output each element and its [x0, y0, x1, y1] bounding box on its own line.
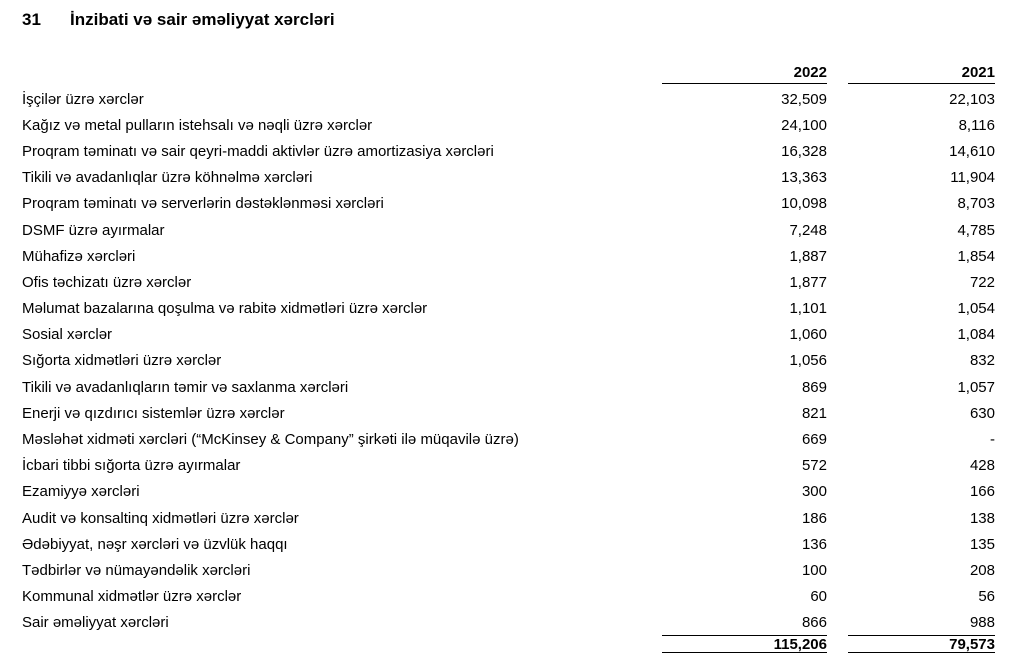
row-value-2021: 14,610: [949, 142, 995, 160]
row-value-2021: 8,703: [957, 195, 995, 213]
column-header-2022: 2022: [662, 64, 827, 84]
row-value-2021: 8,116: [958, 116, 995, 134]
table-row: Sığorta xidmətləri üzrə xərclər 1,056 832: [22, 348, 995, 374]
row-label: Proqram təminatı və sair qeyri-maddi akt…: [22, 142, 494, 160]
row-value-2022: 100: [801, 561, 827, 579]
table-row: Sosial xərclər 1,060 1,084: [22, 322, 995, 348]
page-title: İnzibati və sair əməliyyat xərcləri: [70, 10, 335, 29]
row-value-2022: 24,100: [781, 116, 827, 134]
table-row: Sair əməliyyat xərcləri 866 988: [22, 610, 995, 636]
section-heading: 31 İnzibati və sair əməliyyat xərcləri: [22, 10, 995, 30]
row-label: Tədbirlər və nümayəndəlik xərcləri: [22, 561, 251, 579]
row-value-2021: 630: [969, 404, 995, 422]
row-value-2021: 138: [969, 509, 995, 527]
row-value-2021: 166: [969, 483, 995, 501]
row-value-2022: 869: [801, 378, 827, 396]
row-value-2022: 300: [801, 483, 827, 501]
table-row: Proqram təminatı və sair qeyri-maddi akt…: [22, 138, 995, 164]
row-label: Sosial xərclər: [22, 326, 113, 344]
row-label: Ədəbiyyat, nəşr xərcləri və üzvlük haqqı: [22, 535, 288, 553]
row-label: İşçilər üzrə xərclər: [22, 90, 144, 108]
row-value-2022: 1,887: [789, 247, 827, 265]
row-value-2021: 208: [969, 561, 995, 579]
table-total-row: 115,206 79,573: [22, 635, 995, 653]
table-row: İcbari tibbi sığorta üzrə ayırmalar 572 42…: [22, 453, 995, 479]
table-row: Audit və konsaltinq xidmətləri üzrə xərc…: [22, 505, 995, 531]
table-row: Kağız və metal pulların istehsalı və nəq…: [22, 112, 995, 138]
row-label: Ezamiyyə xərcləri: [22, 483, 140, 501]
table-row: Tədbirlər və nümayəndəlik xərcləri 100 208: [22, 557, 995, 583]
row-value-2022: 10,098: [781, 195, 827, 213]
section-number: 31: [22, 10, 41, 29]
row-value-2021: 1,054: [957, 300, 995, 318]
row-label: Kommunal xidmətlər üzrə xərclər: [22, 588, 242, 606]
expenses-table: 2022 2021 İşçilər üzrə xərclər 32,509 22,1…: [22, 58, 995, 653]
column-header-2021: 2021: [848, 64, 995, 84]
row-value-2021: 1,854: [957, 247, 995, 265]
row-value-2021: 4,785: [957, 221, 995, 239]
row-label: Tikili və avadanlıqların təmir və saxlan…: [22, 378, 349, 396]
row-label: Mühafizə xərcləri: [22, 247, 136, 265]
row-value-2021: 832: [969, 352, 995, 370]
table-row: Tikili və avadanlıqlar üzrə köhnəlmə xər…: [22, 165, 995, 191]
table-row: Ofis təchizatı üzrə xərclər 1,877 722: [22, 269, 995, 295]
row-value-2022: 572: [801, 457, 827, 475]
row-label: Audit və konsaltinq xidmətləri üzrə xərc…: [22, 509, 299, 527]
row-value-2021: 11,904: [950, 169, 995, 187]
table-row: Ədəbiyyat, nəşr xərcləri və üzvlük haqqı…: [22, 531, 995, 557]
row-label: Məsləhət xidməti xərcləri (“McKinsey & C…: [22, 431, 519, 449]
row-label: Proqram təminatı və serverlərin dəstəklə…: [22, 195, 384, 213]
row-value-2021: 428: [969, 457, 995, 475]
row-value-2021: 135: [969, 535, 995, 553]
row-value-2022: 16,328: [781, 142, 827, 160]
row-label: Sair əməliyyat xərcləri: [22, 614, 169, 632]
row-value-2022: 136: [801, 535, 827, 553]
row-label: DSMF üzrə ayırmalar: [22, 221, 165, 239]
row-value-2021: 22,103: [949, 90, 995, 108]
row-value-2022: 13,363: [781, 169, 827, 187]
row-label: İcbari tibbi sığorta üzrə ayırmalar: [22, 457, 241, 475]
table-row: Kommunal xidmətlər üzrə xərclər 60 56: [22, 584, 995, 610]
row-value-2022: 1,056: [789, 352, 827, 370]
table-row: İşçilər üzrə xərclər 32,509 22,103: [22, 86, 995, 112]
row-value-2021: 722: [969, 273, 995, 291]
table-row: Məlumat bazalarına qoşulma və rabitə xid…: [22, 296, 995, 322]
total-value-2022: 115,206: [662, 635, 827, 653]
row-value-2021: -: [990, 431, 995, 449]
row-value-2021: 1,084: [957, 326, 995, 344]
row-value-2021: 56: [978, 588, 995, 606]
row-value-2022: 60: [810, 588, 827, 606]
row-value-2022: 866: [801, 614, 827, 632]
row-value-2022: 669: [801, 431, 827, 449]
table-row: Enerji və qızdırıcı sistemlər üzrə xərcl…: [22, 400, 995, 426]
row-label: Məlumat bazalarına qoşulma və rabitə xid…: [22, 300, 428, 318]
table-header-row: 2022 2021: [22, 58, 995, 84]
table-row: Mühafizə xərcləri 1,887 1,854: [22, 243, 995, 269]
row-value-2022: 186: [801, 509, 827, 527]
table-row: Tikili və avadanlıqların təmir və saxlan…: [22, 374, 995, 400]
table-row: Ezamiyyə xərcləri 300 166: [22, 479, 995, 505]
table-row: Proqram təminatı və serverlərin dəstəklə…: [22, 191, 995, 217]
table-body: İşçilər üzrə xərclər 32,509 22,103 Kağız və…: [22, 86, 995, 636]
row-value-2022: 1,877: [789, 273, 827, 291]
row-value-2021: 988: [969, 614, 995, 632]
row-label: Ofis təchizatı üzrə xərclər: [22, 273, 192, 291]
row-label: Tikili və avadanlıqlar üzrə köhnəlmə xər…: [22, 169, 313, 187]
row-value-2022: 821: [801, 404, 827, 422]
table-row: Məsləhət xidməti xərcləri (“McKinsey & C…: [22, 426, 995, 452]
row-value-2022: 1,101: [789, 300, 827, 318]
row-label: Sığorta xidmətləri üzrə xərclər: [22, 352, 222, 370]
row-label: Kağız və metal pulların istehsalı və nəq…: [22, 116, 373, 134]
row-value-2022: 7,248: [789, 221, 827, 239]
table-row: DSMF üzrə ayırmalar 7,248 4,785: [22, 217, 995, 243]
row-label: Enerji və qızdırıcı sistemlər üzrə xərcl…: [22, 404, 285, 422]
row-value-2021: 1,057: [957, 378, 995, 396]
total-value-2021: 79,573: [848, 635, 995, 653]
row-value-2022: 32,509: [781, 90, 827, 108]
row-value-2022: 1,060: [789, 326, 827, 344]
